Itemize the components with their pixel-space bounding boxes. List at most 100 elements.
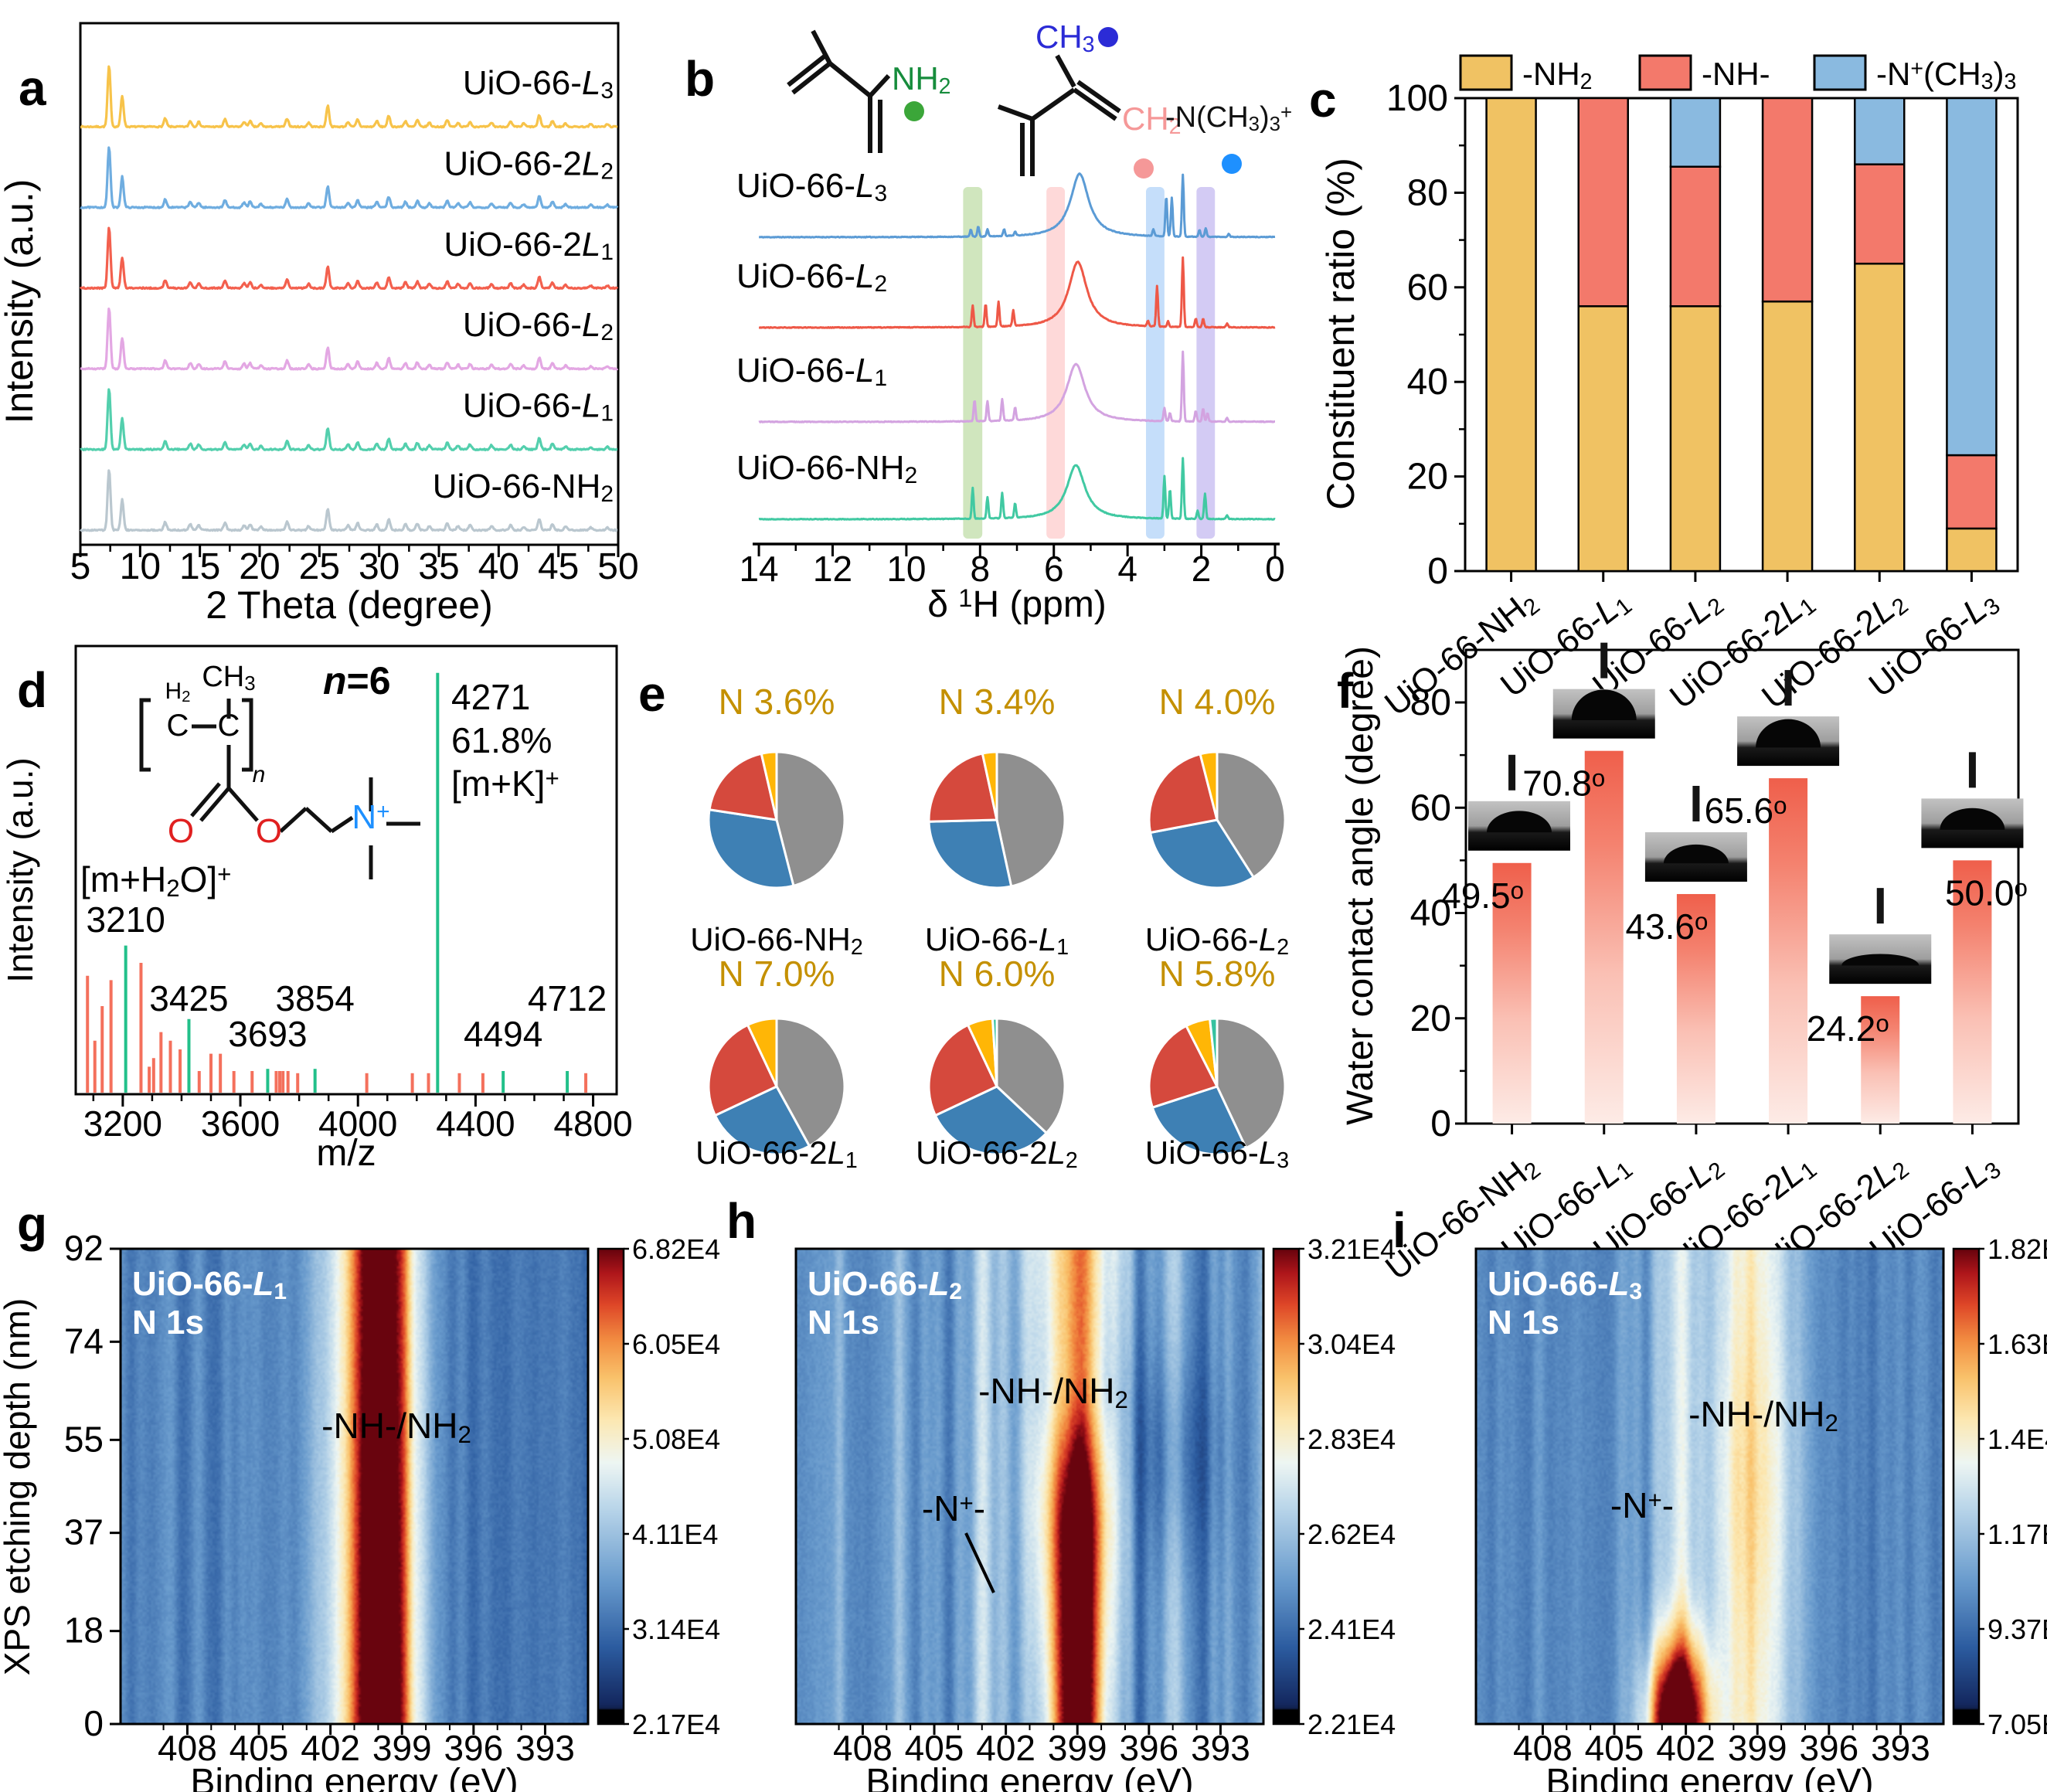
x-tick-label: 50	[597, 546, 638, 587]
panel-letter-h: h	[726, 1193, 757, 1249]
pie-slice-blue	[707, 808, 795, 889]
heatmap-annotation: -N+-	[1610, 1485, 1674, 1525]
x-axis-title: 2 Theta (degree)	[206, 583, 493, 627]
panel-contact-angle: f 0 20 40 60 80 Water contact angle (degree) 4…	[1307, 623, 2045, 1287]
x-axis-title: Binding energy (eV)	[865, 1762, 1193, 1792]
bracket-right	[242, 698, 253, 772]
bar-segment-nme3	[1946, 97, 1998, 457]
y-tick-label: 0	[1427, 551, 1448, 592]
repeat-n: n	[253, 762, 266, 787]
sample-label: UiO-66-L1	[132, 1265, 287, 1304]
colorbar-tick-label: 6.82E4	[632, 1233, 720, 1265]
y-tick-label: 37	[64, 1512, 104, 1552]
xrd-trace-label: UiO-66-L1	[463, 387, 614, 427]
y-axis-title: Intensity (a.u.)	[0, 179, 41, 424]
atom-o: O	[168, 812, 194, 850]
x-tick-label: 405	[230, 1728, 289, 1768]
droplet-photo-inset	[1552, 642, 1655, 739]
xrd-plot: 5 10 15 20 25 30 35 40 45 50 2 Theta (degree) Inten…	[0, 22, 639, 627]
colorbar-tick-label: 3.04E4	[1307, 1328, 1396, 1360]
moiety-label-nme3: -N(CH3)3+	[1165, 101, 1292, 135]
bar-segment-nh	[1577, 97, 1629, 308]
legend-swatch-0	[1459, 54, 1513, 91]
x-tick-label: 393	[515, 1728, 575, 1768]
droplet-icon	[1487, 811, 1552, 833]
bar-segment-nme3	[1669, 97, 1722, 168]
nmr-trace-2	[758, 350, 1276, 423]
pie-title: N 4.0%	[1159, 682, 1276, 722]
stacked-bar-chart: -NH2 -NH- -N+(CH3)3 0 20 40 60 80 100 Constituent…	[1319, 54, 2019, 723]
y-tick-label: 92	[64, 1228, 104, 1268]
bond	[304, 807, 333, 833]
pie-label: UiO-66-L1	[925, 921, 1069, 960]
x-axis-title: δ 1H (ppm)	[927, 583, 1107, 625]
bond	[227, 787, 259, 822]
y-tick-label: 0	[83, 1703, 104, 1743]
colorbar-tick-label: 4.11E4	[632, 1518, 718, 1550]
pie-slice-red	[927, 752, 998, 823]
pie-slice-blue	[713, 1085, 811, 1156]
droplet-photo-inset	[1921, 752, 2024, 848]
colorbar-frame	[1952, 1247, 1981, 1726]
bond	[791, 61, 831, 95]
y-axis-title: XPS etching depth (nm)	[0, 1298, 37, 1675]
x-tick-label: 4400	[436, 1103, 515, 1144]
bar-segment-nh2	[1485, 97, 1537, 573]
x-tick-label: 402	[1656, 1728, 1715, 1768]
colorbar-tick-label: 7.05E3	[1987, 1709, 2047, 1740]
y-axis-title: Intensity (a.u.)	[0, 757, 40, 982]
pie-title: N 7.0%	[719, 954, 835, 994]
nmr-trace-label: UiO-66-L3	[736, 167, 887, 206]
pie-title: N 5.8%	[1159, 954, 1276, 994]
y-tick-label: 40	[1410, 893, 1451, 934]
pie-slice-gray	[1216, 1017, 1287, 1150]
wca-bar	[1676, 893, 1715, 1124]
annotation-minor: 3693	[228, 1014, 307, 1054]
plot-frame	[1464, 97, 2019, 573]
xps-heatmap-l1	[121, 1250, 587, 1723]
atom-ch3: CH3	[202, 661, 255, 695]
xrd-trace-2	[79, 226, 619, 291]
bond	[1076, 80, 1121, 114]
x-tick-label: 393	[1871, 1728, 1930, 1768]
bracket-left	[139, 698, 151, 772]
xps-plot-l2: 3.21E4 3.04E4 2.83E4 2.62E4 2.41E4 2.21E4 408 4…	[794, 1233, 1396, 1792]
x-tick-label: 30	[359, 546, 400, 587]
x-tick-label: 393	[1191, 1728, 1250, 1768]
nh2-dot-icon	[904, 101, 924, 121]
x-tick-label: 45	[538, 546, 579, 587]
colorbar-tick-label: 2.41E4	[1307, 1613, 1396, 1645]
pie-slice-red	[1148, 1025, 1219, 1109]
panel-letter-e: e	[638, 666, 666, 722]
droplet-photo-inset	[1737, 670, 1840, 767]
pie-title: N 3.6%	[719, 682, 835, 722]
x-tick-label: 408	[158, 1728, 217, 1768]
xps-heatmap-l3	[1477, 1250, 1943, 1723]
y-tick-label: 55	[64, 1419, 104, 1459]
legend-swatch-1	[1638, 54, 1692, 91]
annotation-mh2o: [m+H2O]+	[80, 859, 231, 902]
bond	[199, 787, 230, 822]
xrd-trace-label: UiO-66-L3	[463, 64, 614, 104]
panel-letter-a: a	[19, 60, 46, 116]
colorbar-frame	[1272, 1247, 1301, 1726]
panel-letter-d: d	[17, 662, 48, 718]
moiety-structures: NH2 CH3 CH2-N(CH3)3+	[787, 19, 1292, 179]
x-tick-label: 10	[886, 549, 926, 589]
highlight-band-3	[1196, 187, 1216, 539]
bar-segment-nh2	[1577, 305, 1629, 573]
bar-segment-nme3	[1854, 97, 1906, 165]
bar-segment-nh2	[1946, 527, 1998, 573]
colorbar-tick-label: 1.17E4	[1987, 1518, 2047, 1550]
wca-bar	[1769, 778, 1808, 1124]
pie-label: UiO-66-2L1	[695, 1134, 858, 1173]
legend-label-1: -NH-	[1702, 56, 1770, 92]
colorbar-tick-label: 5.08E4	[632, 1423, 720, 1455]
annotation-minor: 3854	[276, 978, 355, 1018]
annotation-main-peak: [m+K]+	[451, 763, 559, 804]
pie-chart-3	[707, 1017, 846, 1156]
wca-value-label: 70.8o	[1522, 763, 1605, 804]
bond	[190, 782, 221, 818]
heatmap-annotation: -NH-/NH2	[321, 1406, 471, 1448]
xps-heatmap-l2	[797, 1250, 1263, 1723]
